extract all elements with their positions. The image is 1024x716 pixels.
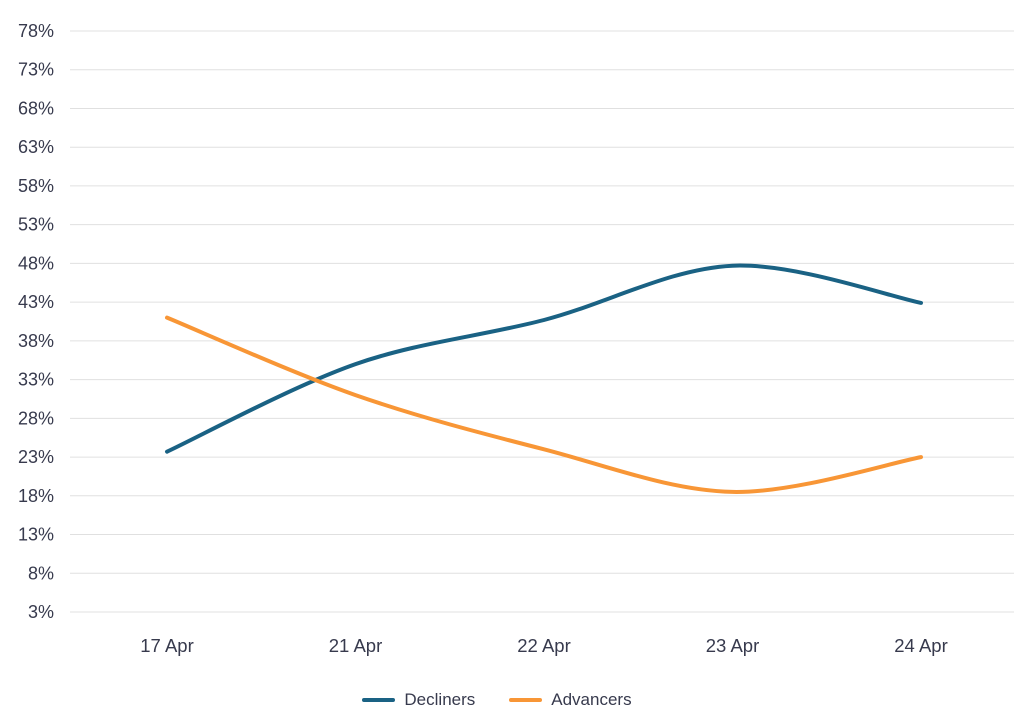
decliners-line-marker <box>362 698 396 702</box>
y-tick-label: 18% <box>18 486 54 506</box>
y-tick-label: 3% <box>28 602 54 622</box>
y-tick-label: 33% <box>18 370 54 390</box>
series-lines <box>165 263 923 494</box>
x-tick-label: 23 Apr <box>706 635 760 656</box>
y-tick-label: 8% <box>28 563 54 583</box>
y-axis-tick-labels: 78% 73% 68% 63% 58% 53% 48% 43% 38% 33% 28% 23% 18% 1… <box>18 21 54 622</box>
x-tick-label: 22 Apr <box>517 635 571 656</box>
y-tick-label: 58% <box>18 176 54 196</box>
y-tick-label: 73% <box>18 60 54 80</box>
legend-item-decliners[interactable]: Decliners <box>362 690 475 710</box>
x-tick-label: 24 Apr <box>894 635 948 656</box>
legend-label-advancers: Advancers <box>551 690 632 709</box>
x-axis-tick-labels: 17 Apr 21 Apr 22 Apr 23 Apr 24 Apr <box>140 635 948 656</box>
y-tick-label: 48% <box>18 253 54 273</box>
y-tick-label: 68% <box>18 98 54 118</box>
y-tick-label: 13% <box>18 525 54 545</box>
legend-item-advancers[interactable]: Advancers <box>509 690 632 710</box>
chart-legend: Decliners Advancers <box>0 690 994 710</box>
series-line-advancers <box>165 315 923 494</box>
gridlines <box>70 30 1014 613</box>
y-tick-label: 23% <box>18 447 54 467</box>
y-tick-label: 38% <box>18 331 54 351</box>
y-tick-label: 43% <box>18 292 54 312</box>
x-tick-label: 17 Apr <box>140 635 194 656</box>
y-tick-label: 78% <box>18 21 54 41</box>
y-tick-label: 63% <box>18 137 54 157</box>
y-tick-label: 53% <box>18 215 54 235</box>
advancers-line-marker <box>509 698 543 702</box>
legend-label-decliners: Decliners <box>404 690 476 709</box>
x-tick-label: 21 Apr <box>329 635 383 656</box>
y-tick-label: 28% <box>18 408 54 428</box>
series-line-decliners <box>165 263 923 454</box>
